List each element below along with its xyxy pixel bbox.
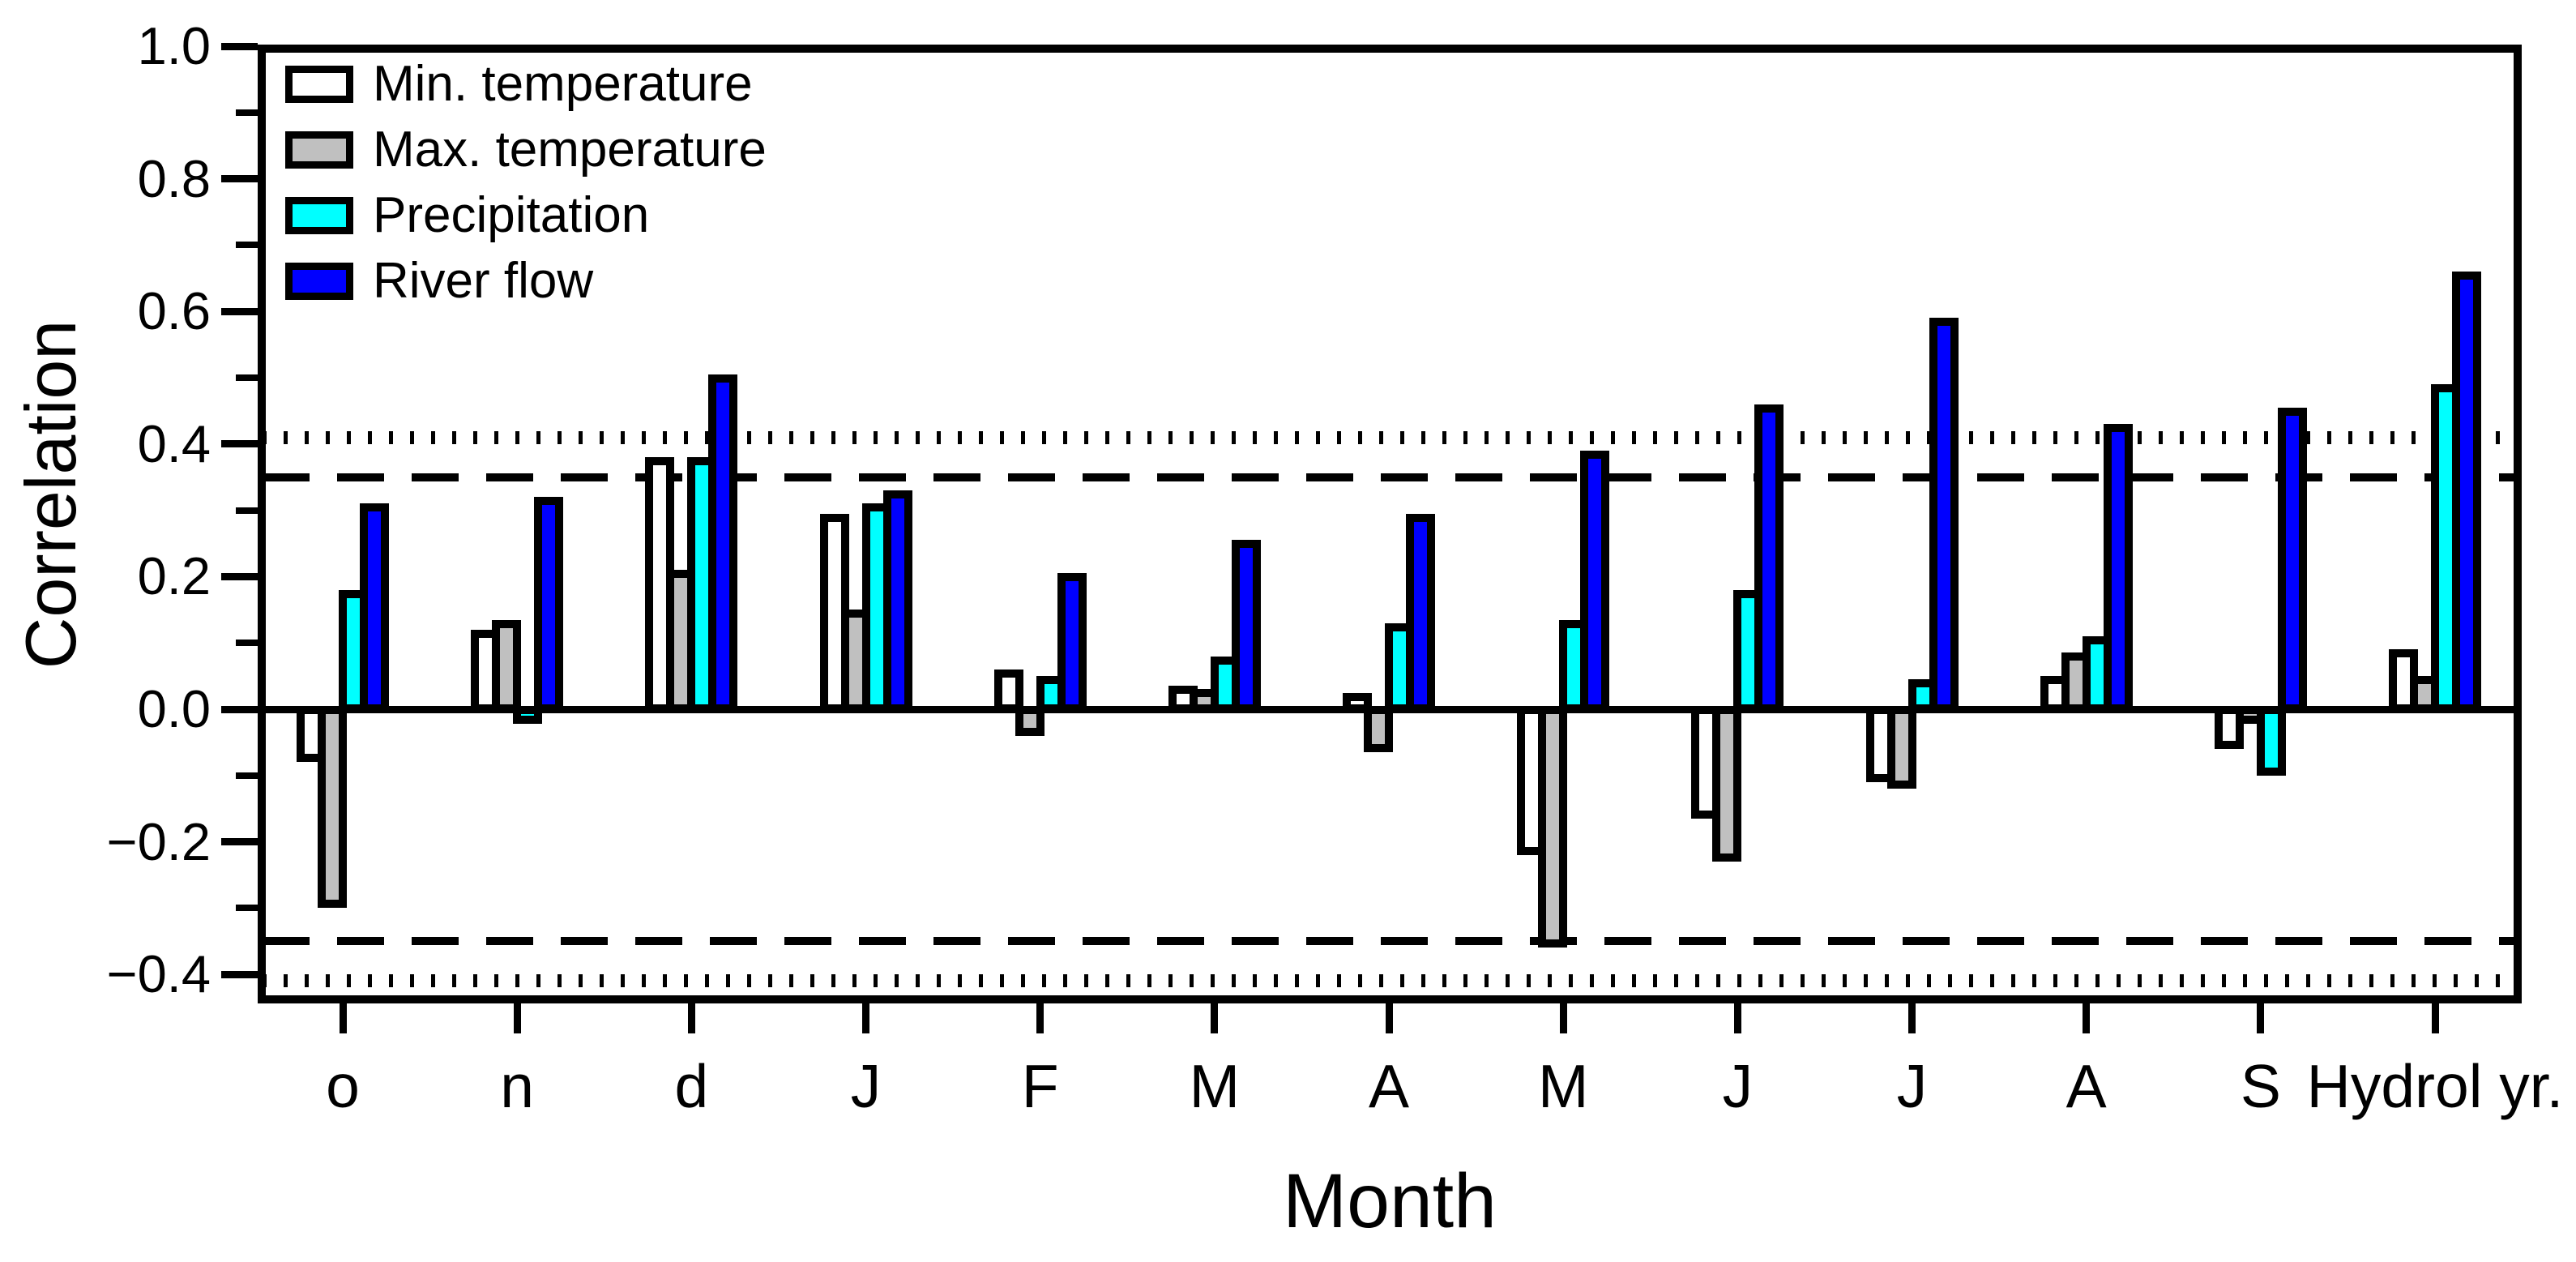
y-tick-label: −0.2 xyxy=(106,811,211,871)
bar-max-temperature-4 xyxy=(1015,705,1044,736)
y-tick-label: 0.2 xyxy=(137,546,211,606)
legend-item-precipitation: Precipitation xyxy=(285,190,649,242)
y-tick xyxy=(221,572,258,580)
x-tick xyxy=(2257,1003,2265,1033)
y-minor-tick xyxy=(236,109,258,116)
legend-swatch xyxy=(285,131,353,169)
x-tick-label: M xyxy=(1189,1052,1241,1120)
legend-label: Max. temperature xyxy=(373,122,767,178)
y-tick xyxy=(221,970,258,978)
bar-river-flow-8 xyxy=(1754,404,1784,713)
reference-line-dashed xyxy=(263,937,2517,946)
bar-max-temperature-0 xyxy=(318,705,347,909)
y-tick-label: 0.0 xyxy=(137,679,211,738)
x-tick xyxy=(1211,1003,1219,1033)
y-tick xyxy=(221,838,258,846)
y-tick-label: 1.0 xyxy=(137,16,211,75)
x-tick-label: J xyxy=(1896,1052,1928,1120)
bar-max-temperature-7 xyxy=(1538,705,1568,948)
y-tick xyxy=(221,307,258,315)
bar-min-temperature-6 xyxy=(1343,692,1373,713)
x-tick-label: J xyxy=(850,1052,882,1120)
x-tick xyxy=(2431,1003,2439,1033)
x-tick xyxy=(2083,1003,2091,1033)
x-tick xyxy=(1559,1003,1567,1033)
x-axis-title: Month xyxy=(1282,1158,1497,1244)
y-tick-label: 0.6 xyxy=(137,281,211,341)
reference-line-dotted xyxy=(263,974,2517,988)
y-tick-label: −0.4 xyxy=(106,944,211,1004)
x-tick-label: F xyxy=(1021,1052,1059,1120)
x-tick-label: d xyxy=(674,1052,709,1120)
bar-river-flow-10 xyxy=(2103,424,2133,713)
y-minor-tick xyxy=(236,374,258,381)
x-tick-label: n xyxy=(500,1052,535,1120)
x-tick xyxy=(1908,1003,1916,1033)
y-tick-label: 0.8 xyxy=(137,148,211,208)
x-tick-label: S xyxy=(2240,1052,2281,1120)
legend-label: River flow xyxy=(373,253,594,309)
y-minor-tick xyxy=(236,905,258,912)
legend-item-min-temperature: Min. temperature xyxy=(285,58,753,110)
bar-max-temperature-9 xyxy=(1886,705,1916,789)
x-tick-label: o xyxy=(326,1052,360,1120)
bar-min-temperature-4 xyxy=(993,669,1023,713)
y-axis-title: Correlation xyxy=(11,319,91,670)
bar-max-temperature-1 xyxy=(492,619,522,713)
x-tick-label: M xyxy=(1537,1052,1589,1120)
y-minor-tick xyxy=(236,772,258,779)
x-tick-label: A xyxy=(1369,1052,1410,1120)
y-tick xyxy=(221,42,258,50)
bar-precipitation-11 xyxy=(2256,705,2286,776)
bar-river-flow-1 xyxy=(534,497,564,713)
bar-river-flow-12 xyxy=(2452,272,2482,713)
legend-item-river-flow: River flow xyxy=(285,255,593,307)
y-minor-tick xyxy=(236,640,258,647)
x-tick xyxy=(1733,1003,1741,1033)
x-tick-label: J xyxy=(1722,1052,1754,1120)
y-minor-tick xyxy=(236,507,258,514)
bar-river-flow-7 xyxy=(1580,450,1610,713)
reference-line-dotted xyxy=(263,430,2517,444)
bar-max-temperature-6 xyxy=(1364,705,1394,753)
x-tick xyxy=(1036,1003,1044,1033)
y-tick xyxy=(221,440,258,448)
legend-swatch xyxy=(285,66,353,103)
x-tick-label: Hydrol yr. xyxy=(2306,1052,2564,1120)
legend-label: Min. temperature xyxy=(373,56,753,112)
legend-item-max-temperature: Max. temperature xyxy=(285,124,767,176)
bar-river-flow-0 xyxy=(360,503,389,713)
y-minor-tick xyxy=(236,242,258,249)
x-tick xyxy=(339,1003,347,1033)
bar-river-flow-5 xyxy=(1231,540,1261,713)
x-tick-label: A xyxy=(2065,1052,2107,1120)
bar-max-temperature-8 xyxy=(1712,705,1742,862)
bar-river-flow-4 xyxy=(1057,573,1087,713)
reference-line-dashed xyxy=(263,473,2517,481)
bar-river-flow-9 xyxy=(1929,318,1959,713)
x-tick xyxy=(1385,1003,1393,1033)
bar-river-flow-3 xyxy=(882,490,912,713)
bar-river-flow-2 xyxy=(708,374,738,713)
x-tick xyxy=(862,1003,869,1033)
y-tick-label: 0.4 xyxy=(137,413,211,473)
bar-river-flow-6 xyxy=(1406,513,1436,713)
x-tick xyxy=(687,1003,695,1033)
bar-river-flow-11 xyxy=(2277,407,2307,713)
legend-label: Precipitation xyxy=(373,187,650,243)
x-tick xyxy=(513,1003,521,1033)
legend-swatch xyxy=(285,263,353,300)
legend-swatch xyxy=(285,197,353,234)
y-tick xyxy=(221,175,258,183)
y-tick xyxy=(221,705,258,713)
